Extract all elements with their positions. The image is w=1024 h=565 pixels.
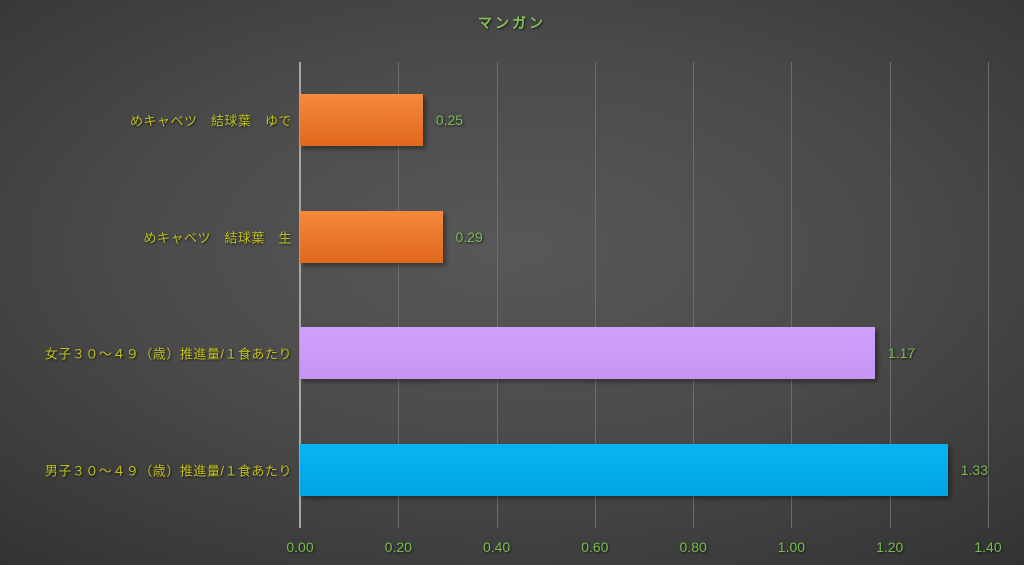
bar-4 xyxy=(300,443,948,496)
data-label: 0.25 xyxy=(435,112,464,129)
data-label: 0.29 xyxy=(455,228,483,245)
x-axis-tick-label: 0.80 xyxy=(679,539,707,555)
data-label: 1.17 xyxy=(887,345,916,362)
x-axis-tick-label: 0.00 xyxy=(286,539,314,555)
gridline xyxy=(594,62,596,528)
category-label: 男子３０～４９（歳）推進量/１食あたり xyxy=(44,463,292,479)
x-axis-tick-label: 1.00 xyxy=(777,539,806,555)
gridline xyxy=(693,62,695,528)
bar-3 xyxy=(300,327,875,380)
category-label: 女子３０～４９（歳）推進量/１食あたり xyxy=(44,346,292,362)
x-axis-tick-label: 1.20 xyxy=(876,539,904,555)
gridline xyxy=(496,62,498,528)
x-axis-tick-label: 0.40 xyxy=(482,539,511,555)
x-axis-tick-label: 1.40 xyxy=(974,539,1002,555)
category-label: めキャベツ 結球葉 ゆで xyxy=(129,113,292,129)
data-label: 1.33 xyxy=(960,461,988,478)
plot-area: 0.25 0.29 1.17 1.33 xyxy=(299,62,989,528)
bar-row: 0.29 xyxy=(300,210,988,263)
value-axis-line xyxy=(299,62,301,528)
x-axis-tick-label: 0.20 xyxy=(384,539,412,555)
gridline xyxy=(889,62,891,528)
category-label: めキャベツ 結球葉 生 xyxy=(143,230,292,246)
bar-row: 0.25 xyxy=(300,94,988,147)
gridline xyxy=(398,62,400,528)
bar-2 xyxy=(300,210,443,263)
bar-row: 1.33 xyxy=(300,443,988,496)
bar-row: 1.17 xyxy=(300,327,988,380)
gridline xyxy=(988,62,989,528)
gridline xyxy=(791,62,793,528)
chart-title: マンガン xyxy=(478,15,546,31)
bar-1 xyxy=(300,94,423,147)
x-axis-tick-label: 0.60 xyxy=(581,539,609,555)
